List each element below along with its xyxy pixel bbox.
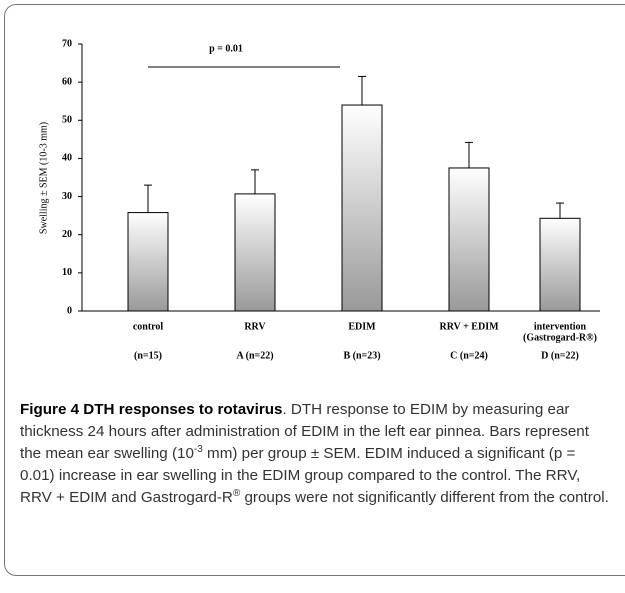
y-tick-label: 60 [62, 76, 72, 87]
group-label: A (n=22) [236, 350, 273, 361]
caption-label: Figure 4 DTH responses to rotavirus [20, 401, 283, 418]
y-tick-label: 50 [62, 115, 72, 126]
y-tick-label: 30 [62, 191, 72, 202]
chart: Swelling ± SEM (10-3 mm) p = 0.01 0 10 20 3… [38, 38, 600, 361]
bar [539, 217, 581, 312]
x-tick-label: EDIM [348, 321, 376, 332]
caption-text: mm) per group ± SEM. EDIM induced a sign… [20, 445, 581, 506]
y-tick-label: 20 [62, 229, 72, 240]
bar [234, 193, 276, 312]
y-tick-label: 40 [62, 153, 72, 164]
y-tick-label: 70 [62, 38, 72, 49]
annotation: p = 0.01 [209, 43, 243, 54]
bar [127, 212, 169, 312]
group-label: (n=15) [134, 350, 162, 361]
y-axis-label: Swelling ± SEM (10-3 mm) [38, 122, 49, 234]
caption-sup: ® [232, 487, 241, 499]
bar [448, 167, 490, 312]
group-label: C (n=24) [450, 350, 488, 361]
x-tick-label: RRV + EDIM [439, 321, 499, 332]
bar [341, 104, 383, 312]
group-label: B (n=23) [343, 350, 380, 361]
x-tick-label: intervention [534, 321, 587, 332]
caption-sup: -3 [193, 443, 203, 455]
caption-text: groups were not significantly different … [240, 489, 609, 506]
group-label: D (n=22) [541, 350, 579, 361]
x-tick-label: control [133, 321, 164, 332]
y-tick-label: 0 [67, 305, 72, 316]
figure-frame [4, 4, 625, 576]
caption-text: . DTH response to EDIM by measuring ear … [20, 401, 589, 462]
x-tick-sublabel: (Gastrogard-R®) [523, 332, 597, 343]
x-tick-label: RRV [244, 321, 266, 332]
caption: Figure 4 DTH responses to rotavirus. DTH… [20, 399, 610, 509]
y-tick-label: 10 [62, 267, 72, 278]
